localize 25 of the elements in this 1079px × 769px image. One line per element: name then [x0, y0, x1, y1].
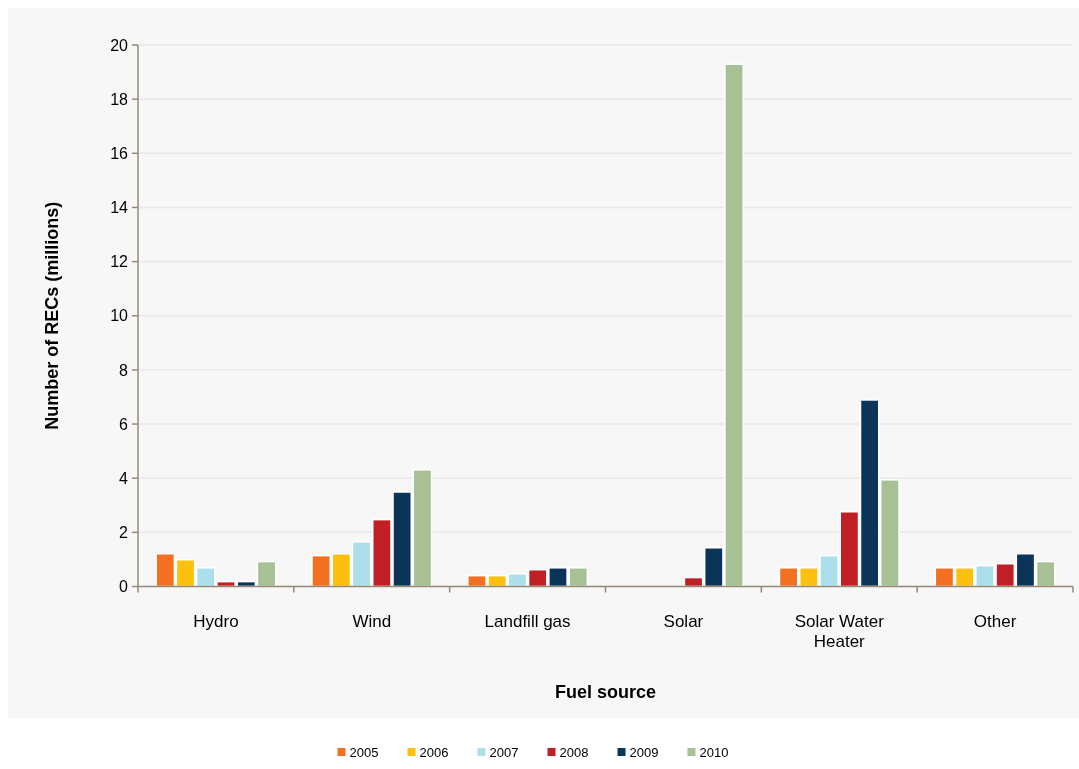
x-axis-title: Fuel source — [554, 682, 657, 702]
legend-label: 2005 — [349, 744, 379, 760]
y-tick-label: 18 — [110, 90, 129, 108]
y-tick-label: 16 — [110, 144, 129, 162]
y-axis-title: Number of RECs (millions) — [42, 201, 62, 430]
legend-label: 2006 — [419, 744, 449, 760]
y-tick-label: 10 — [110, 307, 129, 325]
y-tick-label: 8 — [119, 361, 129, 379]
x-tick-label: Other — [973, 611, 1017, 631]
y-tick-label: 20 — [110, 36, 129, 54]
legend-label: 2007 — [489, 744, 519, 760]
y-tick-label: 14 — [110, 199, 129, 217]
y-tick-label: 12 — [110, 253, 129, 271]
x-tick-label: Wind — [352, 611, 392, 631]
y-tick-label: 2 — [119, 523, 129, 541]
legend-label: 2009 — [629, 744, 659, 760]
y-tick-label: 0 — [119, 578, 129, 596]
x-tick-label: Landfill gas — [484, 611, 571, 631]
x-tick-label: Hydro — [193, 611, 239, 631]
y-tick-label: 4 — [119, 469, 129, 487]
x-tick-label: Solar Water Heater — [794, 611, 885, 651]
legend-label: 2008 — [559, 744, 589, 760]
x-tick-label: Solar — [663, 611, 704, 631]
legend-label: 2010 — [699, 744, 729, 760]
y-tick-label: 6 — [119, 415, 129, 433]
